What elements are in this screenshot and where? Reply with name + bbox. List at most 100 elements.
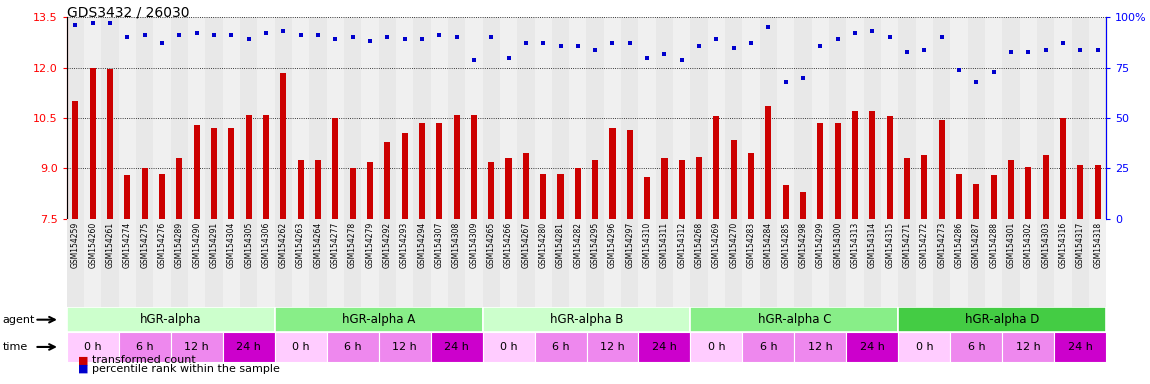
Point [239,36,258,43]
Bar [915,17,933,219]
Text: 0 h: 0 h [707,342,726,352]
Text: GSM154316: GSM154316 [1058,222,1067,268]
Point [465,56,483,63]
Bar [933,17,950,219]
Bar [986,219,1003,307]
Point [170,32,189,38]
Text: GSM154296: GSM154296 [608,222,618,268]
Point [811,43,829,49]
Bar [673,17,690,219]
Point [482,35,500,41]
Bar [210,128,217,219]
Bar [743,219,760,307]
Bar [743,332,795,362]
Bar [523,153,529,219]
Bar [846,17,864,219]
Text: GSM154280: GSM154280 [538,222,547,268]
Bar [275,307,483,332]
Text: transformed count: transformed count [92,355,196,365]
Text: GSM154271: GSM154271 [903,222,912,268]
Bar [938,120,945,219]
Bar [136,17,153,219]
Bar [864,219,881,307]
Bar [378,332,430,362]
Text: GSM154293: GSM154293 [400,222,409,268]
Text: hGR-alpha A: hGR-alpha A [342,313,415,326]
Text: hGR-alpha B: hGR-alpha B [550,313,623,326]
Text: 6 h: 6 h [967,342,986,352]
Bar [327,219,344,307]
Bar [1020,219,1037,307]
Text: GSM154314: GSM154314 [868,222,877,268]
Bar [933,219,950,307]
Bar [1043,155,1049,219]
Point [1071,46,1089,53]
Bar [419,123,426,219]
Bar [327,332,378,362]
Text: GSM154309: GSM154309 [469,222,478,268]
Point [534,40,552,46]
Point [742,40,760,46]
Bar [453,115,460,219]
Point [344,35,362,41]
Bar [223,219,240,307]
Bar [344,219,361,307]
Bar [361,17,378,219]
Bar [118,219,136,307]
Point [1002,48,1020,55]
Bar [483,17,500,219]
Bar [569,219,586,307]
Point [516,40,535,46]
Text: 12 h: 12 h [1015,342,1041,352]
Text: 0 h: 0 h [915,342,933,352]
Point [153,40,171,46]
Text: GSM154266: GSM154266 [504,222,513,268]
Bar [430,219,447,307]
Text: GSM154282: GSM154282 [574,222,582,268]
Point [1088,46,1106,53]
Point [967,79,986,85]
Bar [1089,219,1106,307]
Point [933,35,951,41]
Bar [973,184,980,219]
Bar [470,115,477,219]
Text: hGR-alpha D: hGR-alpha D [965,313,1040,326]
Text: GSM154315: GSM154315 [886,222,895,268]
Bar [730,140,737,219]
Bar [766,106,772,219]
Bar [726,17,743,219]
Bar [67,219,84,307]
Text: 6 h: 6 h [344,342,361,352]
Point [724,45,743,51]
Text: GSM154269: GSM154269 [712,222,721,268]
Bar [795,17,812,219]
Text: GSM154287: GSM154287 [972,222,981,268]
Bar [829,219,846,307]
Bar [153,17,170,219]
Text: GSM154285: GSM154285 [781,222,790,268]
Text: GSM154306: GSM154306 [261,222,270,268]
Text: GSM154295: GSM154295 [591,222,599,268]
Bar [228,128,235,219]
Text: 0 h: 0 h [500,342,518,352]
Text: GSM154313: GSM154313 [851,222,859,268]
Point [828,36,846,43]
Bar [552,17,569,219]
Bar [466,219,483,307]
Bar [678,160,685,219]
Bar [956,174,963,219]
Bar [309,219,327,307]
Point [447,35,466,41]
Text: GSM154294: GSM154294 [417,222,427,268]
Point [291,32,309,38]
Point [378,35,397,41]
Text: 12 h: 12 h [600,342,624,352]
Bar [118,17,136,219]
Text: GSM154260: GSM154260 [89,222,98,268]
Text: GSM154286: GSM154286 [954,222,964,268]
Bar [332,118,338,219]
Bar [1055,17,1072,219]
Bar [483,332,535,362]
Text: GSM154297: GSM154297 [626,222,635,268]
Bar [535,17,552,219]
